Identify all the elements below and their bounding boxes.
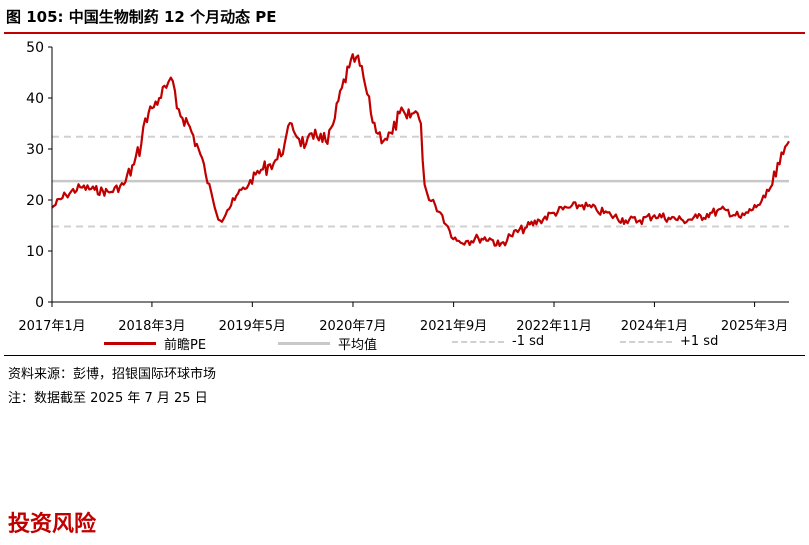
x-tick-label: 2022年11月 [516,319,592,334]
y-tick-label: 10 [26,244,44,260]
pe-line-chart: 0 10 20 30 40 50 2017年1月 2018年3月 2019年5月 2020年7月 2… [18,40,790,334]
x-tick-label: 2017年1月 [18,319,85,334]
legend: 前瞻PE 平均值 -1 sd +1 sd [0,334,809,354]
x-tick-label: 2024年1月 [621,319,688,334]
x-tick-label: 2020年7月 [319,319,386,334]
axes: 0 10 20 30 40 50 2017年1月 2018年3月 2019年5月 2020年7月 2… [18,40,789,334]
reference-lines [52,135,789,228]
legend-swatch [620,340,672,343]
y-tick-label: 0 [35,295,44,311]
x-tick-label: 2025年3月 [721,319,788,334]
series-layer [51,53,790,247]
legend-item: +1 sd [620,334,718,349]
y-tick-label: 50 [26,40,44,56]
legend-swatch [104,342,156,345]
legend-item: -1 sd [452,334,544,349]
y-tick-label: 20 [26,193,44,209]
y-tick-label: 30 [26,142,44,158]
legend-swatch [452,340,504,343]
y-tick-label: 40 [26,91,44,107]
chart-title: 图 105: 中国生物制药 12 个月动态 PE [6,8,277,26]
legend-swatch [278,342,330,345]
legend-item: 平均值 [278,334,377,353]
section-heading: 投资风险 [8,511,97,537]
legend-item: 前瞻PE [104,334,206,353]
legend-label: 前瞻PE [164,338,207,353]
series-line-forward-pe [51,53,790,247]
source-note: 资料来源：彭博，招银国际环球市场 [8,367,217,382]
legend-divider [4,355,805,356]
legend-label: +1 sd [680,334,719,349]
legend-label: 平均值 [338,338,378,353]
legend-label: -1 sd [512,334,545,349]
remark-note: 注：数据截至 2025 年 7 月 25 日 [8,391,208,406]
x-tick-label: 2018年3月 [118,319,185,334]
x-tick-label: 2019年5月 [219,319,286,334]
x-tick-label: 2021年9月 [420,319,487,334]
title-divider [4,32,805,34]
